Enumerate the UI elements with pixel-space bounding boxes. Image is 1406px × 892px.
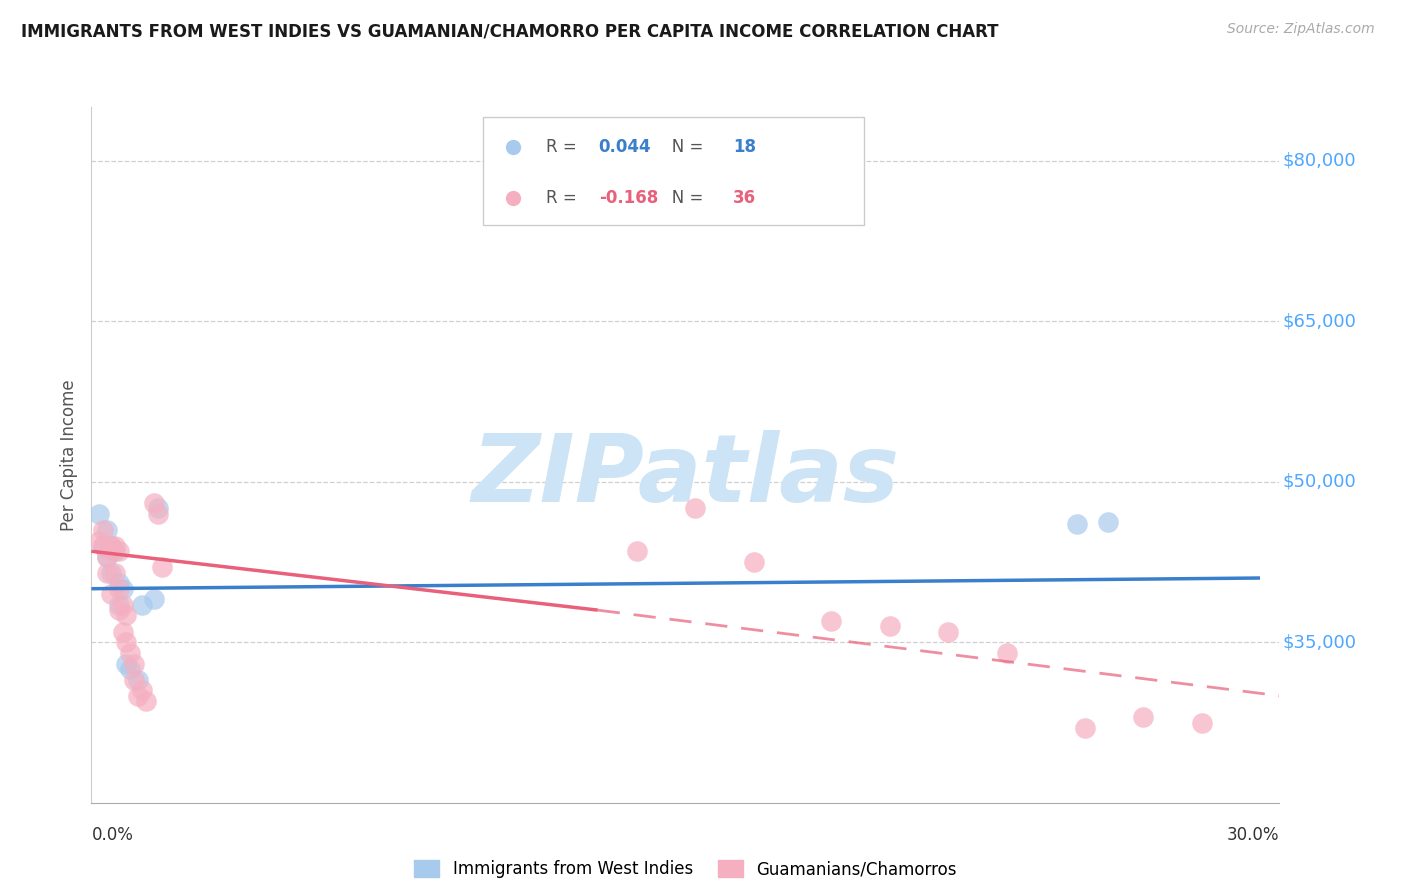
Point: [115, 657, 138, 671]
Point: [111, 582, 134, 596]
Text: $65,000: $65,000: [1282, 312, 1357, 330]
Point: [146, 507, 169, 521]
Point: [122, 673, 145, 687]
Point: [96, 549, 118, 564]
Point: [150, 560, 173, 574]
Point: [879, 619, 901, 633]
Text: R =: R =: [547, 189, 582, 207]
Text: $80,000: $80,000: [1282, 152, 1355, 169]
Text: 30.0%: 30.0%: [1227, 826, 1279, 844]
Point: [107, 582, 129, 596]
Text: 36: 36: [733, 189, 756, 207]
Point: [115, 608, 138, 623]
Point: [938, 624, 960, 639]
Point: [107, 544, 129, 558]
Point: [89, 507, 111, 521]
Point: [100, 566, 122, 580]
Point: [131, 598, 153, 612]
Point: [146, 501, 169, 516]
Point: [1132, 710, 1154, 724]
Text: N =: N =: [655, 137, 709, 155]
Point: [100, 539, 122, 553]
Point: [820, 614, 842, 628]
Point: [626, 544, 648, 558]
Point: [111, 598, 134, 612]
Point: [1066, 517, 1088, 532]
Point: [96, 549, 118, 564]
Point: [89, 533, 111, 548]
Point: [122, 657, 145, 671]
Point: [96, 566, 118, 580]
Point: [742, 555, 765, 569]
Y-axis label: Per Capita Income: Per Capita Income: [59, 379, 77, 531]
Text: N =: N =: [655, 189, 709, 207]
Point: [107, 603, 129, 617]
Point: [115, 635, 138, 649]
Point: [107, 598, 129, 612]
Point: [96, 523, 118, 537]
Point: [995, 646, 1018, 660]
Text: $50,000: $50,000: [1282, 473, 1355, 491]
Text: $35,000: $35,000: [1282, 633, 1357, 651]
Point: [104, 539, 127, 553]
Point: [120, 662, 142, 676]
Text: R =: R =: [547, 137, 582, 155]
Text: 0.044: 0.044: [599, 137, 651, 155]
Point: [111, 624, 134, 639]
Point: [91, 523, 114, 537]
Point: [1097, 516, 1119, 530]
Text: Source: ZipAtlas.com: Source: ZipAtlas.com: [1227, 22, 1375, 37]
Point: [120, 646, 142, 660]
Point: [100, 544, 122, 558]
Point: [127, 673, 149, 687]
FancyBboxPatch shape: [484, 118, 863, 226]
Text: 0.0%: 0.0%: [91, 826, 134, 844]
Point: [91, 539, 114, 553]
Point: [100, 539, 122, 553]
Point: [104, 566, 127, 580]
Text: IMMIGRANTS FROM WEST INDIES VS GUAMANIAN/CHAMORRO PER CAPITA INCOME CORRELATION : IMMIGRANTS FROM WEST INDIES VS GUAMANIAN…: [21, 22, 998, 40]
Point: [127, 689, 149, 703]
Text: ZIPatlas: ZIPatlas: [471, 430, 900, 522]
Point: [142, 496, 165, 510]
Point: [683, 501, 706, 516]
Point: [104, 544, 127, 558]
Point: [107, 576, 129, 591]
Point: [1191, 715, 1213, 730]
Point: [135, 694, 157, 708]
Point: [91, 539, 114, 553]
Point: [131, 683, 153, 698]
Text: 18: 18: [733, 137, 756, 155]
Point: [142, 592, 165, 607]
Text: -0.168: -0.168: [599, 189, 658, 207]
Point: [100, 587, 122, 601]
Point: [1073, 721, 1095, 735]
Legend: Immigrants from West Indies, Guamanians/Chamorros: Immigrants from West Indies, Guamanians/…: [408, 854, 963, 885]
